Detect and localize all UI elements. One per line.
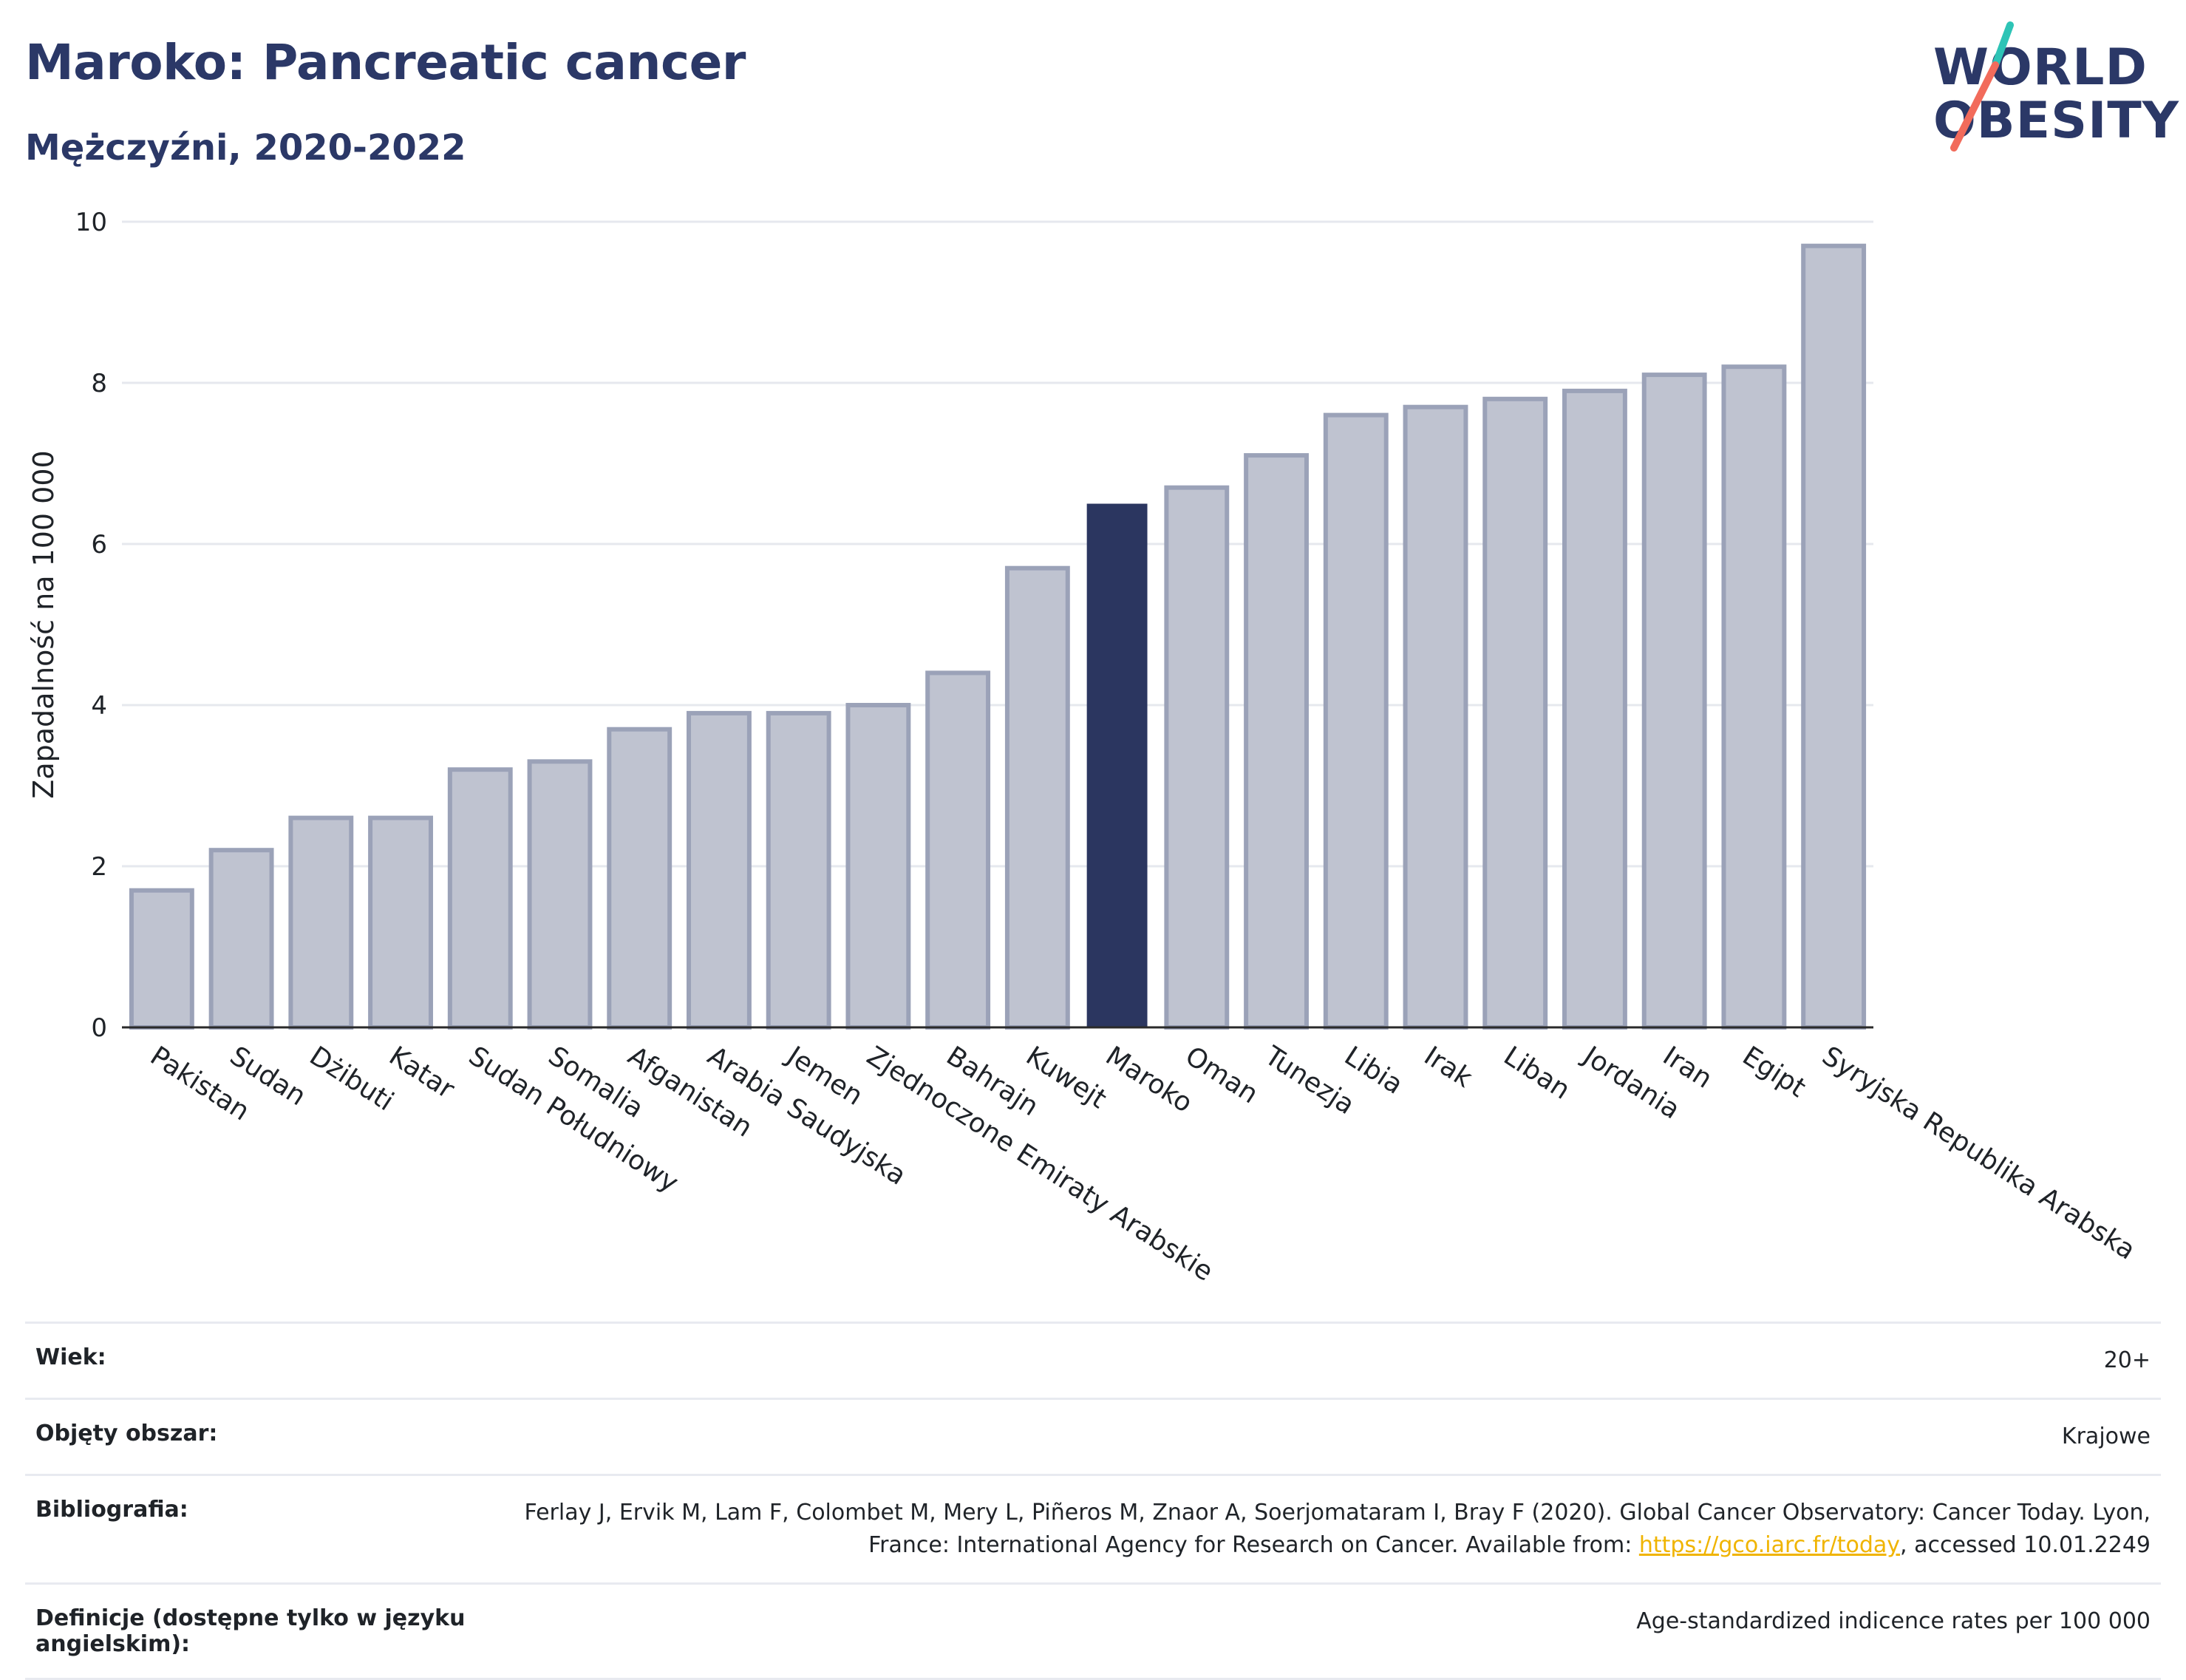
x-tick-label: Tunezja	[1259, 1041, 1360, 1121]
bar	[1244, 453, 1309, 1030]
bibliography-suffix: , accessed 10.01.2249	[1900, 1532, 2151, 1558]
x-tick-label: Irak	[1419, 1041, 1478, 1094]
bar	[1801, 243, 1867, 1030]
x-tick-label: Maroko	[1100, 1041, 1198, 1119]
y-tick-label: 4	[91, 691, 107, 721]
definitions-value: Age-standardized indicence rates per 100…	[489, 1582, 2161, 1680]
info-row-age: Wiek: 20+	[25, 1322, 2161, 1399]
y-axis-title: Zapadalność na 100 000	[27, 450, 60, 798]
info-row-bibliography: Bibliografia: Ferlay J, Ervik M, Lam F, …	[25, 1474, 2161, 1584]
bar	[527, 759, 593, 1030]
bibliography-value: Ferlay J, Ervik M, Lam F, Colombet M, Me…	[489, 1474, 2161, 1584]
bar	[1164, 485, 1230, 1030]
logo-slash-icon	[1950, 21, 2014, 152]
y-tick-label: 10	[75, 208, 107, 237]
bar	[1403, 404, 1468, 1030]
bar	[288, 815, 354, 1030]
bar	[1562, 388, 1627, 1030]
bar	[607, 727, 673, 1030]
bar	[687, 710, 752, 1030]
bibliography-link[interactable]: https://gco.iarc.fr/today	[1638, 1532, 1901, 1558]
age-label: Wiek:	[25, 1322, 489, 1399]
bar	[845, 703, 911, 1030]
coverage-label: Objęty obszar:	[25, 1398, 489, 1475]
bar	[129, 888, 194, 1030]
y-tick-label: 8	[91, 369, 107, 398]
info-row-coverage: Objęty obszar: Krajowe	[25, 1398, 2161, 1475]
bibliography-label: Bibliografia:	[25, 1474, 489, 1584]
bar	[368, 815, 433, 1030]
bar	[1641, 373, 1707, 1030]
bar	[208, 848, 274, 1030]
y-tick-label: 6	[91, 530, 107, 560]
logo-line-world: WORLD	[1933, 38, 2148, 97]
info-row-definitions: Definicje (dostępne tylko w języku angie…	[25, 1582, 2161, 1680]
bar-highlight	[1086, 503, 1148, 1027]
x-tick-label: Egipt	[1737, 1041, 1811, 1103]
bar	[447, 767, 513, 1030]
y-tick-label: 0	[91, 1013, 107, 1043]
world-obesity-logo[interactable]: WORLD OBESITY	[1921, 21, 2179, 161]
bibliography-text: Ferlay J, Ervik M, Lam F, Colombet M, Me…	[524, 1500, 2151, 1558]
chart-subtitle: Mężczyźni, 2020-2022	[25, 127, 466, 169]
x-tick-label: Liban	[1498, 1041, 1575, 1106]
bar	[766, 710, 831, 1030]
bar	[1721, 364, 1787, 1030]
age-value: 20+	[489, 1322, 2161, 1399]
bar	[1004, 565, 1070, 1030]
bar	[1482, 396, 1548, 1030]
coverage-value: Krajowe	[489, 1398, 2161, 1475]
x-tick-label: Iran	[1658, 1041, 1717, 1095]
bar	[1323, 412, 1389, 1030]
x-tick-label: Syryjska Republika Arabska	[1816, 1041, 2140, 1265]
chart-title: Maroko: Pancreatic cancer	[25, 34, 746, 91]
x-tick-label: Dżibuti	[304, 1041, 398, 1117]
definitions-label: Definicje (dostępne tylko w języku angie…	[25, 1582, 489, 1680]
info-table: Wiek: 20+ Objęty obszar: Krajowe Bibliog…	[25, 1322, 2161, 1680]
bar	[925, 670, 991, 1030]
y-tick-label: 2	[91, 852, 107, 882]
